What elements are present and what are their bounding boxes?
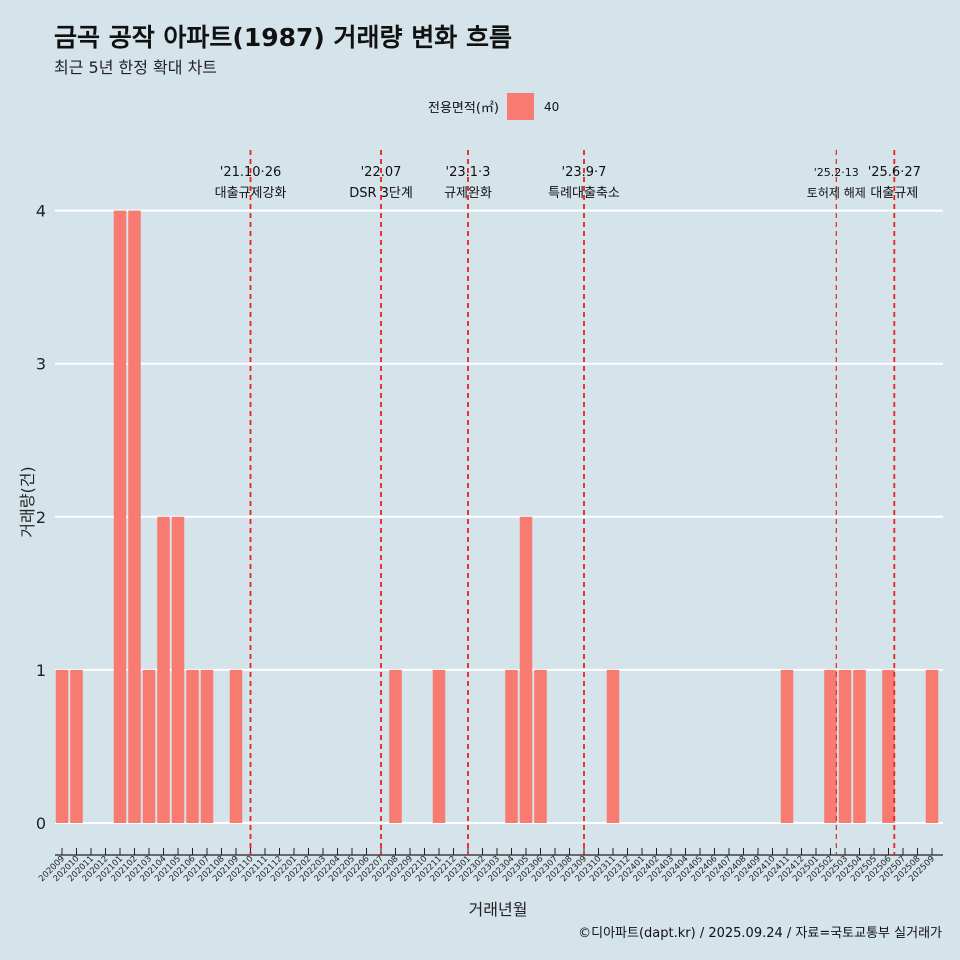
chart-subtitle: 최근 5년 한정 확대 차트: [54, 58, 218, 77]
bar: [229, 669, 243, 823]
event-date: '22.07: [361, 165, 402, 180]
chart-title: 금곡 공작 아파트(1987) 거래량 변화 흐름: [54, 23, 512, 52]
event-date: '21.10·26: [220, 165, 281, 180]
bar: [186, 669, 199, 823]
bar: [606, 669, 620, 823]
event-date: '25.6·27: [868, 165, 921, 180]
event-date: '23.1·3: [446, 165, 491, 180]
bar: [171, 516, 185, 823]
bar: [925, 669, 939, 823]
bar: [142, 669, 156, 823]
event-label: 대출규제강화: [215, 186, 287, 201]
bar: [55, 669, 69, 823]
y-tick-label: 3: [36, 355, 46, 374]
bar: [882, 669, 895, 823]
bar: [534, 669, 547, 823]
x-axis-title: 거래년월: [469, 900, 528, 919]
event-label: 규제완화: [444, 186, 492, 201]
bar: [389, 669, 402, 823]
event-label: DSR 3단계: [349, 186, 413, 201]
legend-title: 전용면적(㎡): [428, 101, 499, 116]
y-tick-label: 0: [36, 814, 46, 833]
bar: [157, 516, 170, 823]
legend-swatch: [506, 93, 534, 120]
bar: [519, 516, 533, 823]
bar: [824, 669, 837, 823]
bar: [780, 669, 794, 823]
bar: [853, 669, 866, 823]
bar: [200, 669, 214, 823]
y-tick-label: 4: [36, 202, 46, 221]
bar: [432, 669, 446, 823]
y-axis-title: 거래량(건): [18, 466, 37, 537]
legend: 전용면적(㎡) 40: [428, 93, 559, 120]
bar: [505, 669, 518, 823]
event-label: 특례대출축소: [548, 186, 620, 201]
y-tick-label: 2: [36, 508, 46, 527]
bar: [70, 669, 83, 823]
event-date: '25.2·13: [814, 166, 859, 179]
event-date: '23.9·7: [562, 165, 607, 180]
bar: [128, 210, 141, 824]
bar: [838, 669, 852, 823]
event-label: 대출규제: [870, 186, 918, 201]
event-label: 토허제 해제: [807, 186, 866, 200]
bar: [113, 210, 127, 824]
source-caption: ©디아파트(dapt.kr) / 2025.09.24 / 자료=국토교통부 실…: [578, 926, 942, 941]
y-tick-label: 1: [36, 661, 46, 680]
legend-item-label: 40: [543, 99, 560, 114]
